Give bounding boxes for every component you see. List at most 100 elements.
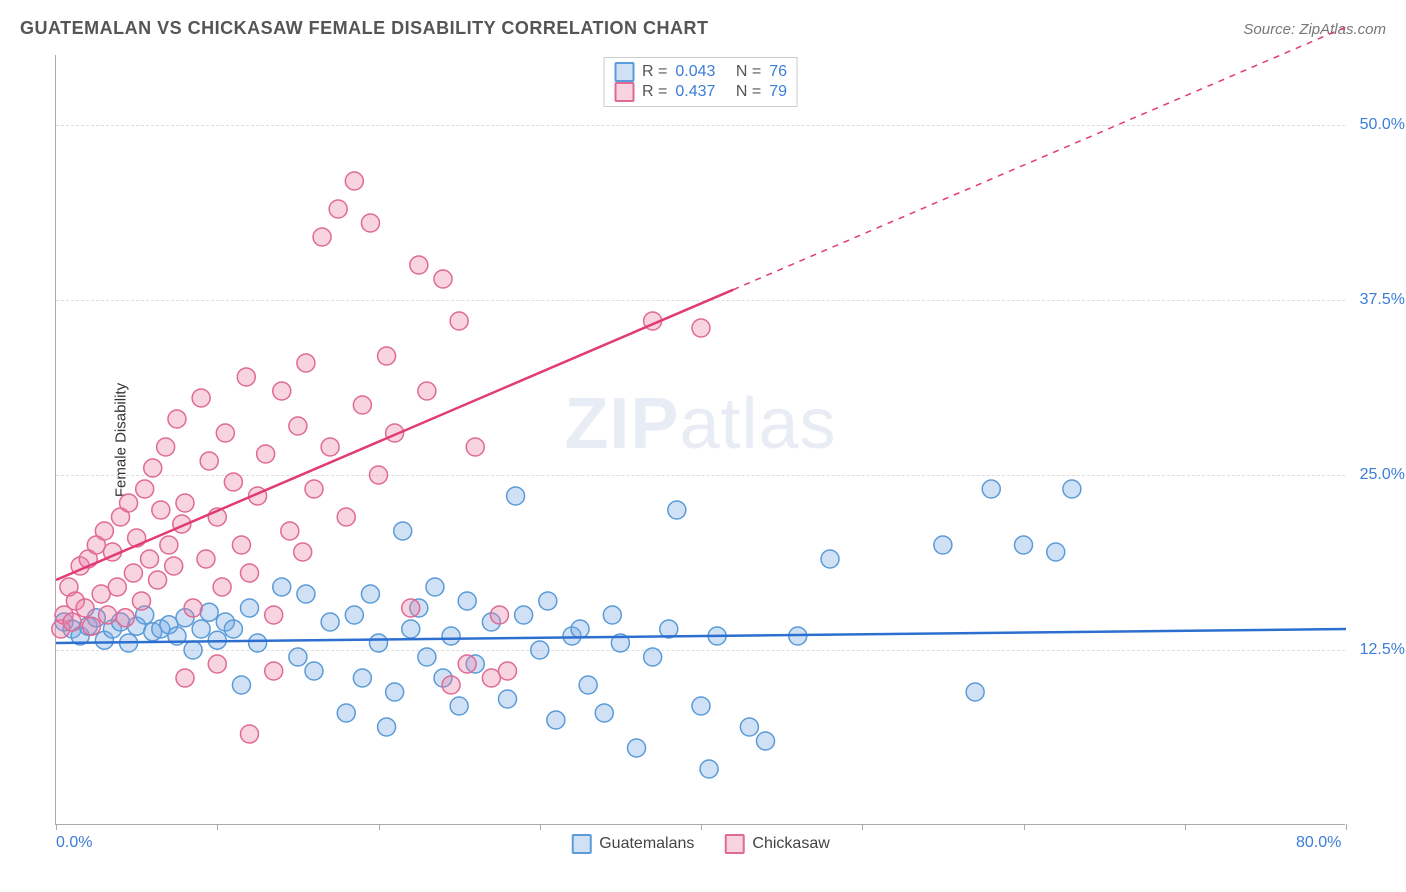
scatter-point-guatemalans	[539, 592, 557, 610]
scatter-point-chickasaw	[499, 662, 517, 680]
scatter-point-guatemalans	[740, 718, 758, 736]
scatter-point-guatemalans	[386, 683, 404, 701]
scatter-point-chickasaw	[305, 480, 323, 498]
scatter-point-chickasaw	[241, 564, 259, 582]
scatter-point-guatemalans	[595, 704, 613, 722]
scatter-point-guatemalans	[184, 641, 202, 659]
scatter-point-guatemalans	[200, 603, 218, 621]
scatter-point-chickasaw	[490, 606, 508, 624]
xtick	[540, 824, 541, 830]
scatter-point-guatemalans	[603, 606, 621, 624]
xtick	[56, 824, 57, 830]
scatter-point-chickasaw	[136, 480, 154, 498]
scatter-point-chickasaw	[345, 172, 363, 190]
r-value-guatemalans: 0.043	[675, 63, 715, 81]
r-value-chickasaw: 0.437	[675, 83, 715, 101]
ytick-label: 12.5%	[1350, 641, 1405, 659]
scatter-point-chickasaw	[132, 592, 150, 610]
scatter-point-guatemalans	[668, 501, 686, 519]
scatter-point-guatemalans	[821, 550, 839, 568]
source-prefix: Source:	[1243, 21, 1299, 38]
scatter-point-chickasaw	[237, 368, 255, 386]
scatter-point-chickasaw	[82, 617, 100, 635]
legend-series: Guatemalans Chickasaw	[571, 834, 830, 854]
scatter-point-chickasaw	[152, 501, 170, 519]
scatter-point-guatemalans	[571, 620, 589, 638]
scatter-point-chickasaw	[265, 606, 283, 624]
scatter-point-guatemalans	[547, 711, 565, 729]
trend-line-guatemalans	[56, 629, 1346, 643]
n-label: N =	[736, 63, 761, 81]
scatter-point-chickasaw	[361, 214, 379, 232]
scatter-point-guatemalans	[531, 641, 549, 659]
ytick-label: 25.0%	[1350, 466, 1405, 484]
scatter-point-chickasaw	[450, 312, 468, 330]
scatter-point-chickasaw	[200, 452, 218, 470]
scatter-point-guatemalans	[982, 480, 1000, 498]
scatter-point-guatemalans	[700, 760, 718, 778]
scatter-point-chickasaw	[370, 466, 388, 484]
scatter-point-chickasaw	[99, 606, 117, 624]
scatter-point-guatemalans	[692, 697, 710, 715]
swatch-guatemalans-bottom	[571, 834, 591, 854]
scatter-point-chickasaw	[124, 564, 142, 582]
scatter-point-guatemalans	[345, 606, 363, 624]
scatter-point-guatemalans	[442, 627, 460, 645]
scatter-point-guatemalans	[305, 662, 323, 680]
scatter-point-chickasaw	[92, 585, 110, 603]
scatter-point-guatemalans	[297, 585, 315, 603]
scatter-point-chickasaw	[232, 536, 250, 554]
scatter-point-chickasaw	[281, 522, 299, 540]
scatter-point-guatemalans	[289, 648, 307, 666]
chart-title: GUATEMALAN VS CHICKASAW FEMALE DISABILIT…	[20, 18, 709, 39]
xaxis-label: 0.0%	[56, 834, 92, 852]
scatter-point-guatemalans	[628, 739, 646, 757]
scatter-point-guatemalans	[1047, 543, 1065, 561]
scatter-point-chickasaw	[108, 578, 126, 596]
scatter-point-guatemalans	[232, 676, 250, 694]
scatter-point-chickasaw	[176, 669, 194, 687]
swatch-guatemalans	[614, 62, 634, 82]
ytick-label: 37.5%	[1350, 291, 1405, 309]
scatter-point-chickasaw	[294, 543, 312, 561]
scatter-point-guatemalans	[361, 585, 379, 603]
scatter-point-guatemalans	[192, 620, 210, 638]
xtick	[1024, 824, 1025, 830]
legend-row-chickasaw: R = 0.437 N = 79	[614, 82, 787, 102]
scatter-point-chickasaw	[337, 508, 355, 526]
scatter-point-chickasaw	[241, 725, 259, 743]
scatter-point-chickasaw	[321, 438, 339, 456]
scatter-point-chickasaw	[208, 655, 226, 673]
scatter-point-guatemalans	[353, 669, 371, 687]
scatter-point-chickasaw	[213, 578, 231, 596]
scatter-point-chickasaw	[149, 571, 167, 589]
scatter-point-chickasaw	[176, 494, 194, 512]
xtick	[1185, 824, 1186, 830]
scatter-point-chickasaw	[265, 662, 283, 680]
scatter-point-chickasaw	[157, 438, 175, 456]
r-label: R =	[642, 83, 667, 101]
scatter-point-chickasaw	[378, 347, 396, 365]
legend-label-guatemalans: Guatemalans	[599, 835, 694, 853]
scatter-point-guatemalans	[241, 599, 259, 617]
scatter-point-chickasaw	[184, 599, 202, 617]
scatter-point-chickasaw	[257, 445, 275, 463]
chart-header: GUATEMALAN VS CHICKASAW FEMALE DISABILIT…	[20, 18, 1386, 39]
scatter-point-chickasaw	[141, 550, 159, 568]
scatter-point-chickasaw	[353, 396, 371, 414]
scatter-point-chickasaw	[165, 557, 183, 575]
scatter-point-guatemalans	[321, 613, 339, 631]
scatter-point-chickasaw	[160, 536, 178, 554]
scatter-point-chickasaw	[197, 550, 215, 568]
scatter-point-chickasaw	[120, 494, 138, 512]
scatter-point-guatemalans	[499, 690, 517, 708]
scatter-point-guatemalans	[1063, 480, 1081, 498]
scatter-point-chickasaw	[63, 613, 81, 631]
scatter-point-guatemalans	[1015, 536, 1033, 554]
scatter-point-chickasaw	[168, 410, 186, 428]
scatter-point-guatemalans	[426, 578, 444, 596]
scatter-point-chickasaw	[434, 270, 452, 288]
scatter-point-chickasaw	[313, 228, 331, 246]
legend-correlation: R = 0.043 N = 76 R = 0.437 N = 79	[603, 57, 798, 107]
trend-line-dashed-chickasaw	[733, 27, 1346, 290]
